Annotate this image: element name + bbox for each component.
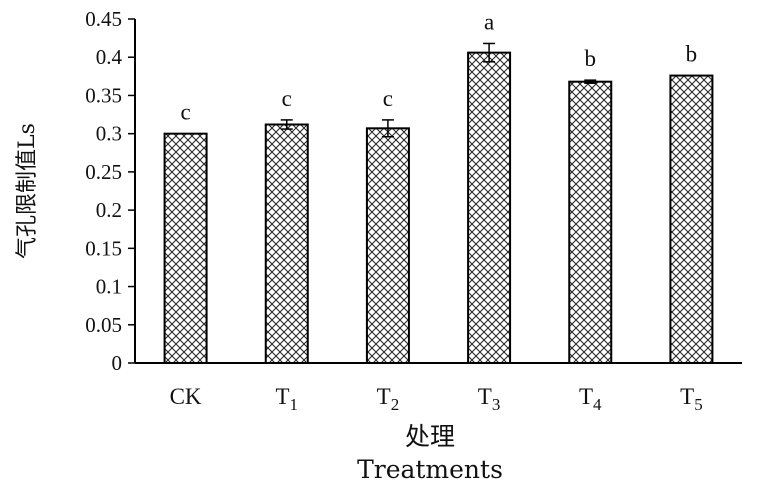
y-tick-label: 0.05: [85, 313, 122, 337]
significance-label: a: [484, 9, 494, 34]
x-tick-label: T3: [478, 384, 501, 414]
bar: [669, 74, 714, 365]
significance-label: c: [282, 86, 292, 111]
bars: c c c a b b: [163, 9, 714, 365]
x-tick-labels: CK T1 T2 T3 T4 T5: [170, 384, 703, 414]
x-tick-label: T1: [275, 384, 298, 414]
x-tick-label-base: CK: [170, 384, 202, 409]
y-tick-label: 0.1: [96, 275, 122, 299]
y-tick-label: 0.4: [96, 45, 123, 69]
x-tick-label-subscript: 5: [694, 395, 703, 414]
y-tick-label: 0: [112, 351, 123, 375]
x-tick-label: T4: [579, 384, 602, 414]
y-tick-label: 0.35: [85, 83, 122, 107]
bar: [163, 132, 208, 364]
x-tick-label-subscript: 1: [290, 395, 299, 414]
x-tick-label-base: T: [579, 384, 593, 409]
x-tick-label-subscript: 3: [492, 395, 501, 414]
axes: [134, 19, 742, 364]
y-tick-label: 0.2: [96, 198, 122, 222]
y-tick-label: 0.45: [85, 7, 122, 31]
x-axis-title-en: Treatments: [357, 455, 503, 484]
bar: [264, 123, 309, 364]
y-tick-label: 0.3: [96, 122, 122, 146]
x-tick-label: T2: [377, 384, 400, 414]
bar: [365, 127, 410, 364]
x-tick-label-base: T: [478, 384, 492, 409]
x-tick-label-base: T: [680, 384, 694, 409]
significance-label: b: [585, 46, 597, 71]
y-tick-label: 0.25: [85, 160, 122, 184]
significance-label: c: [383, 86, 393, 111]
x-tick-label-subscript: 4: [593, 395, 602, 414]
significance-label: c: [180, 100, 190, 125]
x-tick-label-subscript: 2: [391, 395, 400, 414]
y-ticks: 0 0.05 0.1 0.15 0.2 0.25 0.3 0.35 0.4 0.45: [85, 7, 135, 375]
y-tick-label: 0.15: [85, 236, 122, 260]
bar: [568, 80, 613, 364]
significance-label: b: [686, 42, 698, 67]
x-tick-label-base: T: [275, 384, 289, 409]
y-axis-title: 气孔限制值Ls: [15, 123, 40, 259]
x-tick-label-base: T: [377, 384, 391, 409]
bar: [467, 51, 512, 364]
x-tick-label: CK: [170, 384, 202, 409]
x-tick-label: T5: [680, 384, 703, 414]
x-axis-title-cn: 处理: [405, 422, 455, 451]
